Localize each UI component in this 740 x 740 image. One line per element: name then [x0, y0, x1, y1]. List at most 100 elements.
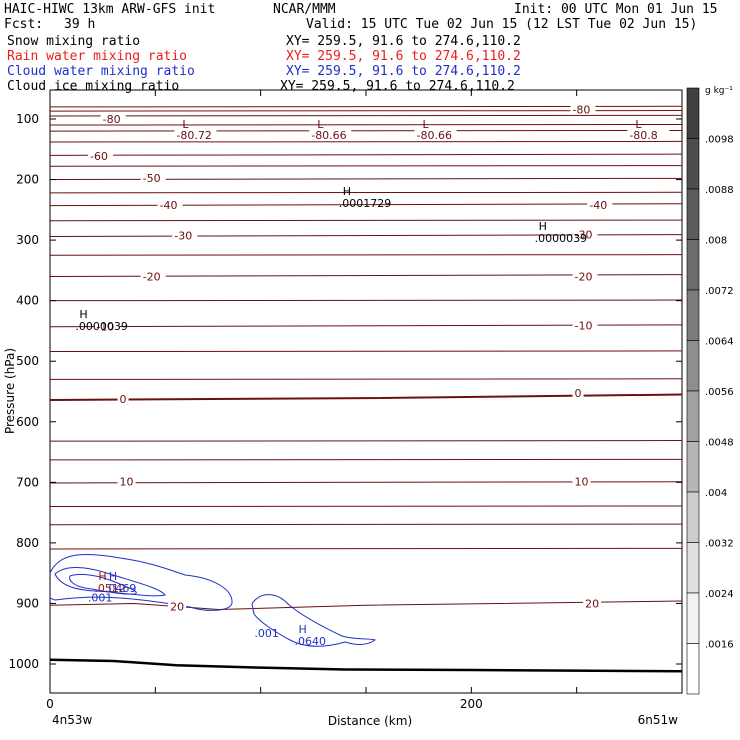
maximum-value: .0001729 [339, 197, 392, 210]
colorbar-label: .0032 [705, 539, 734, 550]
temperature-contours-unlabeled [49, 105, 683, 550]
minimum-marker: L [423, 118, 430, 131]
y-tick-label: 700 [16, 475, 39, 489]
maximum-value: .0000039 [75, 320, 128, 333]
isotherm-label: 0 [120, 393, 127, 406]
isotherm-label-bg [157, 198, 183, 210]
isotherm-label: -20 [575, 270, 593, 283]
isotherm-label-bg [94, 320, 120, 332]
maximum-value: .0000039 [535, 232, 588, 245]
colorbar-swatch [686, 340, 700, 392]
isotherm-line [49, 299, 683, 302]
maximum-marker: H [98, 570, 106, 583]
field-name-rain: Rain water mixing ratio [7, 49, 188, 64]
organization-label: NCAR/MMM [273, 2, 336, 17]
minimum-value-bg [174, 128, 217, 140]
maximum-marker: H [343, 185, 351, 198]
colorbar-swatch [686, 491, 700, 543]
temperature-contours [49, 114, 683, 611]
isotherm-label-bg [88, 149, 114, 161]
isotherm-label-bg [117, 393, 129, 405]
isotherm-label: 10 [120, 476, 134, 489]
valid-time: Valid: 15 UTC Tue 02 Jun 15 (12 LST Tue … [306, 17, 698, 32]
colorbar-label: .0072 [705, 286, 734, 297]
x-left-end-label: 4n53w [52, 713, 93, 727]
isotherm-label: -30 [575, 228, 593, 241]
isotherm-line [49, 393, 683, 401]
y-tick-label: 200 [16, 173, 39, 187]
field-name-cloud-water: Cloud water mixing ratio [7, 64, 195, 79]
colorbar-label: .0088 [705, 185, 734, 196]
colorbar-swatch [686, 138, 700, 190]
isotherm-label-bg [572, 319, 598, 331]
isotherm-line [49, 114, 683, 117]
forecast-label: Fcst: [4, 17, 44, 32]
isotherm-label-bg [572, 387, 584, 399]
minimum-marker: L [317, 118, 324, 131]
cloud-water-contours [49, 553, 377, 647]
model-title: HAIC-HIWC 13km ARW-GFS init [4, 2, 216, 17]
colorbar-label: .0056 [705, 387, 734, 398]
minimum-value: -80.72 [176, 129, 211, 142]
colorbar-swatch [686, 188, 700, 240]
colorbar-unit: g kg⁻¹ [705, 86, 733, 96]
isotherm-line [49, 505, 683, 508]
isotherm-label: -10 [96, 321, 114, 334]
y-axis-title: Pressure (hPa) [3, 348, 17, 434]
isotherm-label: 20 [170, 600, 184, 613]
isotherm-line [49, 600, 683, 611]
isotherm-label-bg [572, 228, 598, 240]
colorbar-swatch [686, 441, 700, 493]
isotherm-label-bg [583, 597, 602, 609]
colorbar: .0098 .0088 .008 .0072 .0064 .0056 .0048 .004 .0… [686, 86, 734, 695]
minimum-value: -80.66 [417, 129, 452, 142]
maximum-marker: H [539, 220, 547, 233]
isotherm-line [49, 523, 683, 526]
isotherm-label-bg [140, 172, 166, 184]
isotherm-label: 0 [575, 387, 582, 400]
isotherm-line [49, 203, 683, 207]
init-time: Init: 00 UTC Mon 01 Jun 15 [514, 2, 718, 17]
isotherm-label-bg [100, 112, 126, 124]
colorbar-label: .0016 [705, 640, 734, 651]
isotherm-line [49, 219, 683, 222]
terrain-surface-line [49, 658, 683, 673]
field-xy-rain: XY= 259.5, 91.6 to 274.6,110.2 [286, 49, 521, 64]
cloud-water-contour-outer [49, 553, 233, 611]
isotherm-line [49, 440, 683, 442]
cloud-water-label: .001 [88, 592, 113, 605]
x-tick-label: 0 [46, 697, 54, 711]
maximum-value: .0640 [294, 635, 326, 648]
y-tick-label: 500 [16, 354, 39, 368]
isotherm-line [49, 378, 683, 380]
isotherm-label: -80 [103, 113, 121, 126]
forecast-hour: 39 h [64, 17, 96, 32]
y-tick-label: 300 [16, 233, 39, 247]
maximum-marker: H [298, 623, 306, 636]
y-tick-label: 1000 [8, 657, 39, 671]
isotherm-line [49, 547, 683, 550]
isotherm-label-bg [172, 229, 198, 241]
isotherm-label-bg [572, 475, 591, 487]
maximum-marker: H [79, 308, 87, 321]
y-tick-label: 400 [16, 294, 39, 308]
isotherm-label: -30 [174, 230, 192, 243]
isotherm-label: -50 [143, 172, 161, 185]
isotherm-label: -40 [160, 199, 178, 212]
colorbar-label: .0024 [705, 589, 734, 600]
maximum-value: .0512 [94, 582, 126, 595]
isotherm-label-bg [168, 600, 187, 612]
minimum-value-bg [414, 128, 457, 140]
isotherm-line [49, 165, 683, 167]
isotherm-line [49, 123, 683, 126]
isotherm-label: 20 [585, 597, 599, 610]
isotherm-line [49, 458, 683, 461]
cloud-water-contour-second-cell [251, 594, 377, 647]
colorbar-label: .0064 [705, 337, 734, 348]
cloud-water-contour-inner-1 [54, 567, 166, 597]
isotherm-label: 10 [575, 476, 589, 489]
isotherm-label: -20 [143, 270, 161, 283]
colorbar-swatch [686, 239, 700, 291]
contour-labels: -80 -80 -60 -50 -40 -40 -30 -30 -20 -20 -10 -10 0 0 10… [75, 103, 670, 648]
